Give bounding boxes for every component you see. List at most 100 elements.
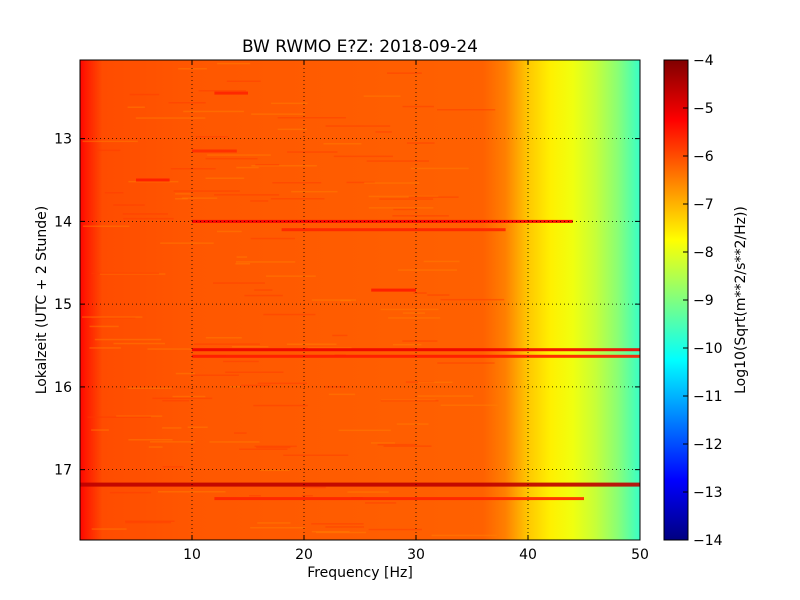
noise-streak [332, 334, 348, 337]
noise-streak [365, 502, 397, 504]
spectrogram-area [80, 60, 640, 540]
spectrogram-base [80, 60, 640, 540]
noise-streak [175, 372, 195, 375]
noise-streak [392, 215, 449, 217]
y-tick-label: 14 [54, 214, 72, 230]
noise-streak [160, 242, 214, 244]
noise-streak [253, 404, 308, 407]
noise-streak [256, 446, 291, 449]
x-tick-label: 20 [295, 547, 313, 563]
noise-streak [368, 195, 439, 198]
noise-streak [82, 316, 143, 318]
noise-streak [87, 416, 151, 418]
x-axis-label: Frequency [Hz] [307, 565, 413, 581]
noise-streak [381, 399, 436, 401]
event-band [281, 228, 506, 232]
noise-streak [152, 397, 213, 400]
x-tick-label: 10 [183, 547, 201, 563]
noise-streak [226, 80, 261, 82]
noise-streak [95, 149, 121, 152]
x-tick-label: 30 [407, 547, 425, 563]
colorbar-tick-label: −10 [693, 341, 723, 357]
noise-streak [402, 105, 434, 108]
noise-streak [225, 371, 284, 373]
noise-streak [325, 526, 364, 528]
y-tick-label: 17 [54, 463, 72, 479]
noise-streak [162, 427, 182, 429]
noise-streak [311, 523, 364, 525]
noise-streak [82, 140, 138, 143]
noise-streak [263, 313, 316, 316]
noise-streak [340, 299, 351, 302]
x-tick-label: 50 [631, 547, 649, 563]
noise-streak [325, 386, 346, 388]
noise-streak [405, 381, 435, 383]
event-band [192, 219, 573, 223]
noise-streak [406, 142, 435, 144]
noise-streak [125, 521, 171, 524]
colorbar-tick-label: −7 [693, 197, 714, 213]
noise-streak [250, 200, 269, 202]
noise-streak [249, 495, 261, 497]
noise-streak [402, 340, 438, 342]
noise-streak [127, 106, 145, 108]
noise-streak [272, 182, 322, 184]
noise-streak [116, 415, 163, 417]
noise-streak [244, 294, 283, 297]
colorbar-tick-label: −11 [693, 389, 723, 405]
noise-streak [187, 426, 208, 428]
noise-streak [128, 180, 179, 183]
noise-streak [283, 454, 349, 456]
y-tick-label: 16 [54, 380, 72, 396]
noise-streak [89, 325, 119, 328]
noise-streak [413, 292, 427, 294]
noise-streak [91, 272, 159, 275]
noise-streak [402, 312, 425, 314]
noise-streak [323, 143, 362, 145]
noise-streak [89, 347, 121, 349]
noise-streak [393, 208, 418, 211]
colorbar-tick-label: −4 [693, 53, 714, 69]
noise-streak [396, 423, 429, 425]
noise-streak [333, 155, 393, 158]
noise-streak [183, 110, 244, 113]
noise-streak [325, 125, 391, 127]
colorbar-tick-label: −12 [693, 437, 723, 453]
noise-streak [250, 237, 295, 240]
noise-streak [410, 167, 469, 170]
colorbar-tick-label: −9 [693, 293, 714, 309]
noise-streak [270, 198, 325, 200]
y-axis-label: Lokalzeit (UTC + 2 Stunde) [34, 206, 50, 395]
noise-streak [147, 348, 196, 350]
noise-streak [172, 395, 206, 398]
noise-streak [291, 190, 338, 193]
noise-streak [205, 337, 242, 339]
noise-streak [162, 466, 184, 468]
noise-streak [113, 342, 165, 345]
noise-streak [387, 72, 422, 74]
noise-streak [364, 182, 420, 184]
y-tick-label: 13 [54, 132, 72, 148]
noise-streak [214, 194, 280, 196]
noise-streak [255, 164, 280, 166]
noise-streak [254, 445, 297, 448]
noise-streak [235, 263, 250, 265]
noise-streak [198, 90, 247, 92]
noise-streak [347, 491, 389, 493]
noise-streak [437, 362, 495, 364]
noise-streak [236, 256, 248, 258]
noise-streak [91, 429, 109, 431]
colorbar-tick-label: −5 [693, 101, 714, 117]
noise-streak [431, 534, 498, 537]
noise-streak [123, 217, 174, 220]
noise-streak [257, 382, 307, 385]
noise-streak [257, 522, 291, 524]
noise-streak [328, 393, 356, 396]
noise-streak [205, 157, 258, 160]
noise-streak [122, 213, 168, 215]
noise-streak [397, 269, 457, 271]
noise-streak [379, 198, 434, 200]
noise-streak [266, 275, 316, 277]
noise-streak [217, 230, 242, 233]
noise-streak [109, 491, 152, 494]
